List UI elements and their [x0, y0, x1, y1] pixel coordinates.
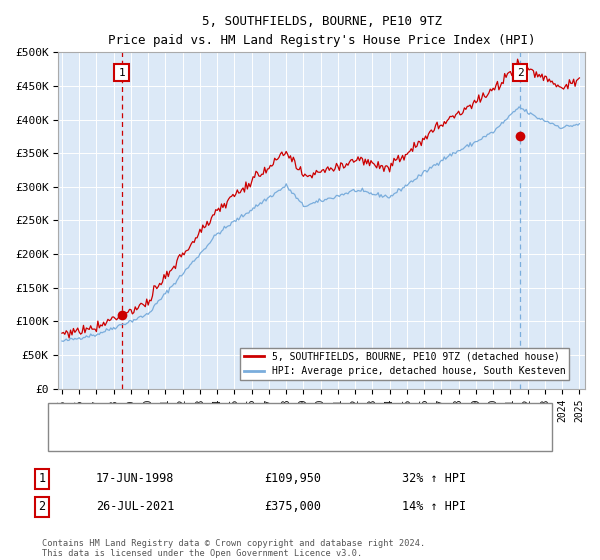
Legend: 5, SOUTHFIELDS, BOURNE, PE10 9TZ (detached house), HPI: Average price, detached : 5, SOUTHFIELDS, BOURNE, PE10 9TZ (detach… — [241, 348, 569, 380]
Title: 5, SOUTHFIELDS, BOURNE, PE10 9TZ
Price paid vs. HM Land Registry's House Price I: 5, SOUTHFIELDS, BOURNE, PE10 9TZ Price p… — [108, 15, 535, 47]
Text: 1: 1 — [38, 472, 46, 486]
Text: 26-JUL-2021: 26-JUL-2021 — [96, 500, 175, 514]
Text: ——: —— — [66, 409, 94, 423]
Text: 5, SOUTHFIELDS, BOURNE, PE10 9TZ (detached house): 5, SOUTHFIELDS, BOURNE, PE10 9TZ (detach… — [99, 412, 405, 422]
Text: 32% ↑ HPI: 32% ↑ HPI — [402, 472, 466, 486]
Text: 1: 1 — [118, 68, 125, 77]
Text: 14% ↑ HPI: 14% ↑ HPI — [402, 500, 466, 514]
Text: £375,000: £375,000 — [264, 500, 321, 514]
Text: £109,950: £109,950 — [264, 472, 321, 486]
Text: ——: —— — [66, 431, 94, 445]
Text: 2: 2 — [38, 500, 46, 514]
Text: 17-JUN-1998: 17-JUN-1998 — [96, 472, 175, 486]
Text: Contains HM Land Registry data © Crown copyright and database right 2024.
This d: Contains HM Land Registry data © Crown c… — [42, 539, 425, 558]
Text: HPI: Average price, detached house, South Kesteven: HPI: Average price, detached house, Sout… — [99, 432, 412, 442]
Text: 2: 2 — [517, 68, 523, 77]
